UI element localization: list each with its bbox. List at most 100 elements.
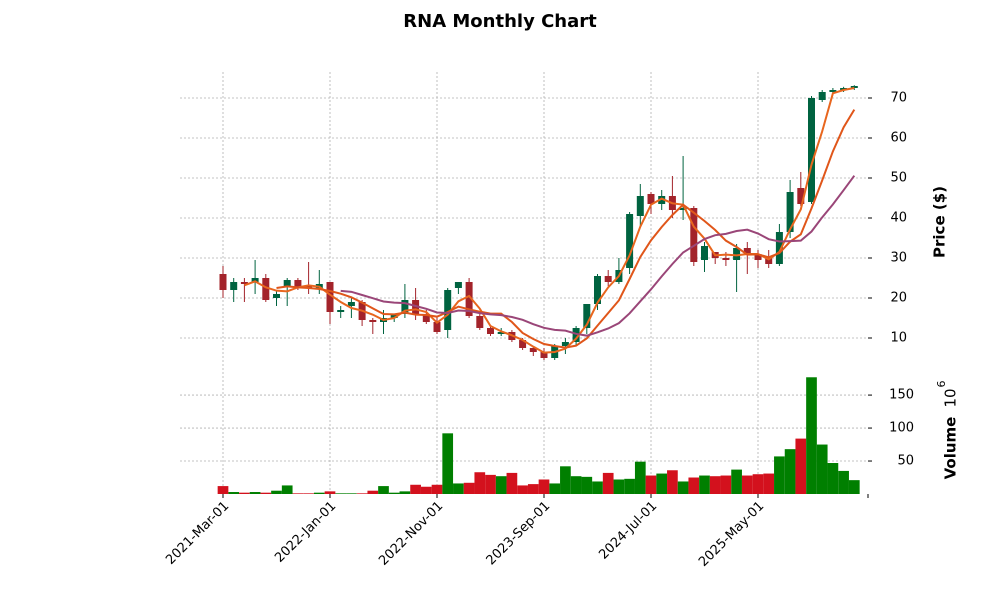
volume-bar <box>549 483 561 494</box>
candle-body <box>850 86 858 88</box>
volume-bar <box>806 377 817 494</box>
y-tick-label: 40 <box>890 211 907 226</box>
y2-tick-label: 50 <box>897 454 914 469</box>
volume-bar <box>527 484 539 494</box>
candle-body <box>594 276 601 304</box>
y2-tick-label: 100 <box>889 421 914 436</box>
candle-body <box>765 258 773 264</box>
candle-body <box>626 214 634 268</box>
volume-bar <box>677 481 689 494</box>
volume-bar <box>816 444 828 494</box>
candle-body <box>829 90 837 92</box>
candle-body <box>422 314 430 322</box>
candle-body <box>604 276 612 282</box>
volume-bar <box>634 461 646 494</box>
candle-body <box>519 340 527 348</box>
y-axis-label: Price ($) <box>931 186 949 258</box>
volume-bar <box>442 433 454 494</box>
volume-bar <box>667 470 678 494</box>
moving-average-line <box>244 87 855 354</box>
candle-body <box>529 348 537 352</box>
volume-bar <box>613 479 625 494</box>
candle-body <box>701 246 708 260</box>
candle-body <box>679 208 687 210</box>
candle-body <box>497 332 505 334</box>
volume-bar <box>271 490 282 494</box>
volume-bar <box>795 438 807 494</box>
volume-bar <box>752 474 764 494</box>
candle-body <box>262 278 270 300</box>
chart-title: RNA Monthly Chart <box>403 11 597 32</box>
volume-bar <box>249 492 261 494</box>
x-tick-label: 2024-Jul-01 <box>596 499 660 563</box>
volume-bar <box>239 492 250 494</box>
volume-bar <box>784 449 796 494</box>
volume-bar <box>388 492 400 494</box>
candle-body <box>390 314 398 318</box>
volume-bar <box>356 493 368 494</box>
y-tick-label: 20 <box>890 291 907 306</box>
volume-bar <box>720 475 732 494</box>
volume-bar <box>741 475 753 494</box>
candle-body <box>476 316 484 328</box>
volume-bar <box>260 492 272 494</box>
candle-body <box>647 194 655 204</box>
candle-body <box>786 192 794 232</box>
volume-bar <box>346 493 357 494</box>
candle-body <box>465 282 473 316</box>
volume-bar <box>827 463 839 494</box>
volume-bar <box>709 476 721 494</box>
y-tick-label: 50 <box>890 171 907 186</box>
candle-body <box>433 322 441 332</box>
volume-bar <box>303 493 314 494</box>
volume-bar <box>420 486 432 494</box>
candle-body <box>273 294 280 298</box>
volume-bar <box>367 490 379 494</box>
volume-bar <box>774 456 785 494</box>
volume-bar <box>688 477 700 494</box>
volume-bar <box>495 476 507 494</box>
candle-body <box>561 342 569 346</box>
candle-body <box>658 196 666 204</box>
candle-body <box>733 248 741 260</box>
volume-bar <box>699 475 710 494</box>
candle-body <box>219 274 227 290</box>
x-tick-label: 2025-May-01 <box>696 499 767 570</box>
y2-unit-exponent: 6 <box>935 381 948 388</box>
y-tick-label: 70 <box>890 91 907 106</box>
candle-body <box>251 278 259 282</box>
y2-tick-label: 150 <box>889 388 914 403</box>
volume-bar <box>431 484 443 494</box>
candle-body <box>583 304 591 328</box>
candle-body <box>818 92 826 100</box>
x-tick-label: 2022-Jan-01 <box>272 499 339 566</box>
x-tick-label: 2021-Mar-01 <box>163 499 232 568</box>
volume-bar <box>292 493 304 494</box>
volume-bar <box>228 492 240 494</box>
volume-bar <box>410 484 421 494</box>
candle-body <box>743 248 751 254</box>
y2-unit-base: 10 <box>942 388 960 407</box>
volume-bar <box>656 473 668 494</box>
volume-bar <box>570 476 582 494</box>
candle-body <box>690 208 698 262</box>
candle-body <box>754 254 762 260</box>
volume-bar <box>399 491 411 494</box>
candle-body <box>487 328 494 334</box>
volume-bar <box>335 493 347 494</box>
candle-body <box>230 282 238 290</box>
volume-bar <box>848 480 860 494</box>
volume-bar <box>281 485 293 494</box>
candle-body <box>572 328 580 342</box>
x-tick-label: 2023-Sep-01 <box>484 499 554 569</box>
volume-bar <box>560 466 571 494</box>
y-tick-label: 10 <box>890 331 907 346</box>
candle-body <box>347 302 355 306</box>
volume-bar <box>506 472 518 494</box>
x-tick-label: 2022-Nov-01 <box>376 499 446 569</box>
y-tick-label: 30 <box>890 251 907 266</box>
candle-body <box>454 282 462 288</box>
volume-bar <box>453 483 464 494</box>
volume-bar <box>217 486 229 494</box>
